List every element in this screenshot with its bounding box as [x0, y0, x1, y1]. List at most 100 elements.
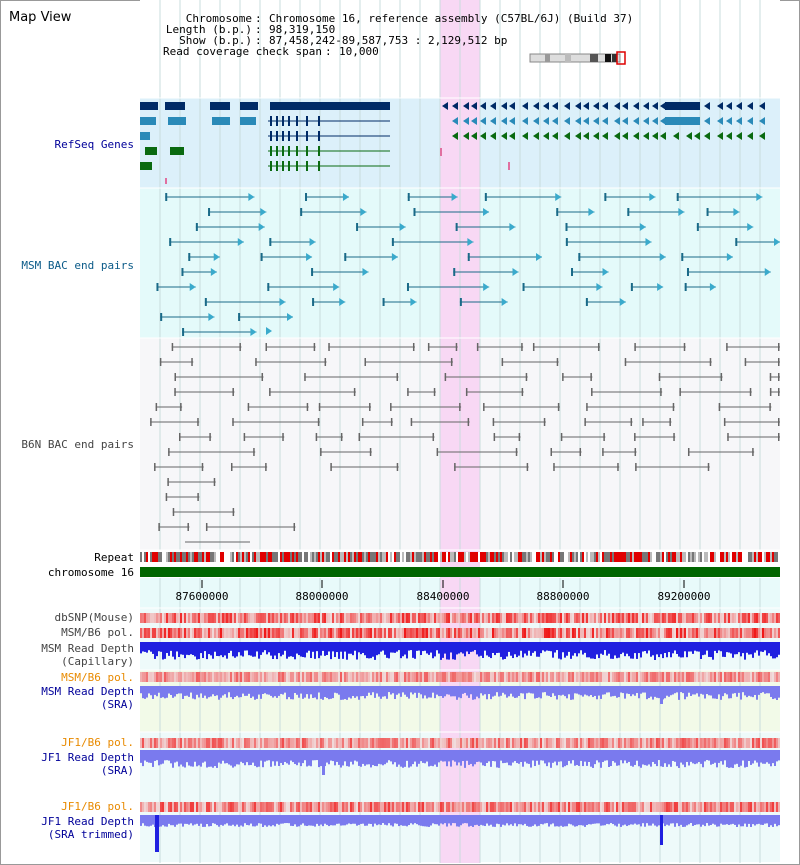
heat-cell: [652, 672, 654, 682]
depth-bar: [322, 815, 324, 827]
depth-bar: [744, 642, 746, 660]
heat-cell: [664, 628, 666, 638]
b6n-end: [197, 418, 199, 426]
heat-cell: [418, 672, 420, 682]
b6n-end: [586, 403, 588, 411]
heat-cell: [580, 802, 582, 812]
heat-cell: [744, 802, 746, 812]
depth-bar: [244, 815, 246, 824]
gene-arrow: [490, 132, 496, 140]
heat-cell: [276, 738, 278, 748]
b6n-end: [769, 403, 771, 411]
heat-cell: [622, 738, 624, 748]
depth-bar: [428, 686, 430, 698]
track-label-b6n-bac[interactable]: B6N BAC end pairs: [21, 438, 134, 451]
depth-bar: [164, 750, 166, 761]
depth-bar: [228, 686, 230, 693]
heat-cell: [536, 613, 538, 623]
depth-bar: [284, 642, 286, 651]
track-label-msm-bac[interactable]: MSM BAC end pairs: [21, 259, 134, 272]
depth-bar: [460, 815, 462, 826]
depth-bar: [236, 815, 238, 825]
repeat-mark: [714, 552, 716, 562]
repeat-mark: [754, 552, 756, 562]
heat-cell: [394, 738, 396, 748]
depth-bar: [626, 750, 628, 764]
heat-cell: [696, 628, 698, 638]
gene-arrow: [643, 102, 649, 110]
depth-bar: [658, 686, 660, 699]
b6n-end: [324, 358, 327, 366]
heat-cell: [374, 738, 376, 748]
gene-arrow: [533, 102, 539, 110]
ideogram-band: [612, 54, 617, 62]
depth-bar: [382, 815, 384, 824]
depth-bar: [764, 642, 766, 651]
depth-bar: [474, 642, 476, 651]
depth-bar: [768, 686, 770, 694]
heat-cell: [726, 738, 728, 748]
heat-cell: [720, 628, 722, 638]
gene-mark: [165, 178, 167, 184]
heat-cell: [732, 738, 734, 748]
heat-cell: [414, 802, 416, 812]
depth-bar: [652, 642, 654, 656]
gene-exon: [270, 116, 272, 126]
heat-cell: [388, 802, 390, 812]
repeat-mark: [698, 552, 700, 562]
heat-cell: [684, 628, 686, 638]
depth-bar: [418, 686, 420, 693]
depth-bar: [656, 815, 658, 827]
heat-cell: [374, 802, 376, 812]
heat-cell: [290, 672, 292, 682]
b6n-end: [407, 388, 409, 396]
depth-bar: [406, 750, 408, 761]
heat-cell: [218, 628, 220, 638]
depth-bar: [606, 686, 608, 693]
heat-cell: [404, 628, 406, 638]
bac-end: [188, 253, 191, 261]
repeat-mark: [494, 552, 496, 562]
depth-bar: [288, 815, 290, 824]
depth-bar: [726, 686, 728, 695]
heat-cell: [450, 672, 452, 682]
heat-cell: [712, 672, 714, 682]
repeat-mark: [608, 552, 610, 562]
heat-cell: [658, 738, 660, 748]
depth-bar: [220, 686, 222, 698]
depth-bar: [246, 750, 248, 763]
heat-cell: [252, 802, 254, 812]
repeat-mark: [300, 552, 302, 562]
repeat-mark: [208, 552, 210, 562]
b6n-end: [660, 388, 662, 396]
gene-mark: [440, 148, 442, 156]
heat-cell: [376, 613, 378, 623]
depth-bar: [214, 815, 216, 824]
heat-cell: [206, 613, 208, 623]
track-label-refseq[interactable]: RefSeq Genes: [54, 138, 134, 151]
gene: [212, 117, 230, 125]
b6n-end: [340, 433, 343, 441]
heat-cell: [658, 613, 660, 623]
depth-bar: [312, 642, 314, 652]
heat-cell: [432, 802, 434, 812]
depth-bar: [634, 815, 636, 824]
depth-bar: [398, 815, 400, 827]
repeat-mark: [490, 552, 492, 562]
heat-cell: [718, 672, 720, 682]
heat-cell: [182, 613, 184, 623]
heat-cell: [482, 802, 484, 812]
heat-cell: [768, 802, 770, 812]
depth-bar: [584, 815, 586, 827]
depth-bar: [368, 750, 370, 765]
depth-bar: [400, 750, 402, 767]
heat-cell: [420, 628, 422, 638]
heat-cell: [152, 628, 154, 638]
chromosome-bar: [140, 567, 780, 577]
depth-bar: [436, 642, 438, 651]
heat-cell: [266, 613, 268, 623]
depth-bar: [702, 642, 704, 656]
heat-cell: [362, 738, 364, 748]
depth-bar: [144, 815, 146, 826]
